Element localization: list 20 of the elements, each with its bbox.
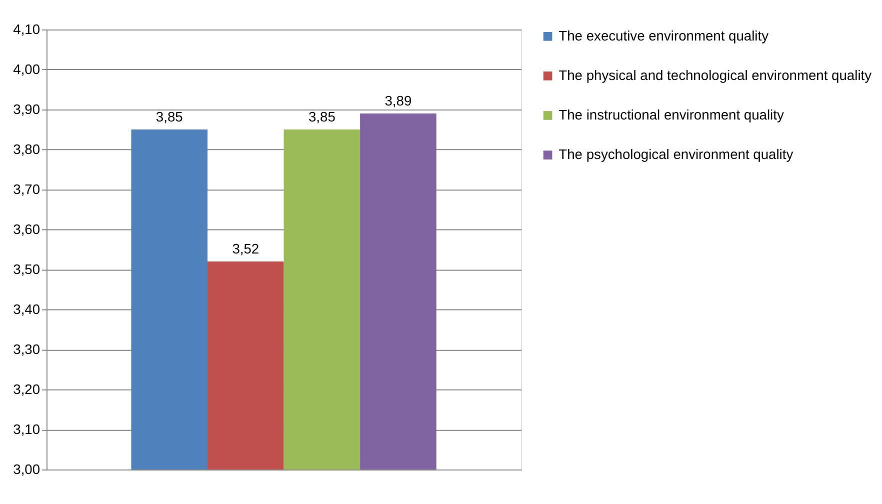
data-label: 3,89 [384,92,412,109]
data-label: 3,85 [156,108,184,125]
y-tick-label: 3,10 [13,420,40,437]
data-label: 3,85 [308,108,336,125]
y-tick-label: 3,30 [13,340,40,357]
y-tick-label: 3,90 [13,100,40,117]
legend-label: The psychological environment quality [558,146,794,162]
legend-label: The executive environment quality [558,27,769,44]
y-tick-label: 3,00 [13,460,40,477]
y-tick-label: 3,60 [13,220,40,237]
y-tick-label: 4,10 [13,20,40,37]
y-tick-label: 3,80 [13,140,40,157]
y-tick-label: 3,20 [13,380,40,397]
y-tick-label: 4,00 [13,60,40,77]
data-label: 3,52 [232,240,260,257]
legend-label: The instructional environment quality [558,106,784,122]
y-tick-label: 3,70 [13,180,40,197]
y-tick-label: 3,40 [13,300,40,317]
legend-label: The physical and technological environment quality [558,66,872,83]
y-tick-label: 3,50 [13,260,40,277]
